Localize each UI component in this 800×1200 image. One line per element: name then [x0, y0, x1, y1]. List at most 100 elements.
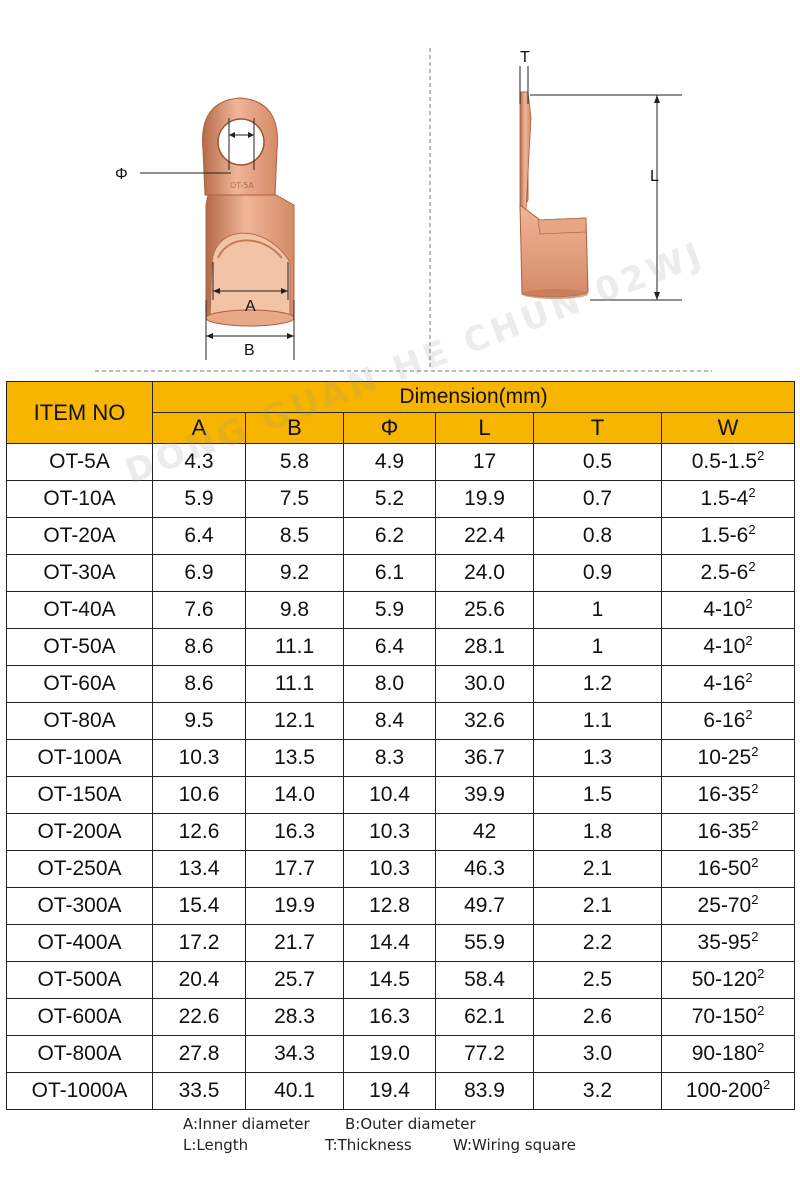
phi-cell: 8.0: [343, 665, 436, 703]
b-cell: 25.7: [245, 961, 344, 999]
w-exponent: 2: [751, 818, 759, 833]
l-cell: 83.9: [435, 1072, 534, 1110]
w-exponent: 2: [745, 633, 753, 648]
w-cell: 6-162: [660, 702, 796, 740]
t-cell: 2.6: [533, 998, 662, 1036]
l-cell: 32.6: [435, 702, 534, 740]
w-range: 16-35: [697, 783, 752, 806]
l-cell: 77.2: [435, 1035, 534, 1073]
a-dimension: A: [212, 262, 289, 315]
a-cell: 20.4: [152, 961, 246, 999]
table-row: OT-10A 5.9 7.5 5.2 19.9 0.7 1.5-42: [6, 480, 796, 518]
item-cell: OT-600A: [6, 998, 153, 1036]
b-cell: 9.2: [245, 554, 344, 592]
l-cell: 25.6: [435, 591, 534, 629]
item-cell: OT-20A: [6, 517, 153, 555]
w-exponent: 2: [748, 559, 756, 574]
w-range: 1.5-6: [700, 524, 749, 547]
w-cell: 100-2002: [660, 1072, 796, 1110]
b-cell: 19.9: [245, 887, 344, 925]
table-row: OT-600A 22.6 28.3 16.3 62.1 2.6 70-1502: [6, 998, 796, 1036]
w-range: 6-16: [703, 709, 746, 732]
legend-outer-diameter: B:Outer diameter: [345, 1115, 476, 1133]
t-cell: 1.8: [533, 813, 662, 851]
w-cell: 2.5-62: [660, 554, 796, 592]
column-header-t: T: [533, 412, 662, 444]
b-cell: 5.8: [245, 443, 344, 481]
w-cell: 70-1502: [660, 998, 796, 1036]
item-cell: OT-300A: [6, 887, 153, 925]
a-cell: 7.6: [152, 591, 246, 629]
l-cell: 22.4: [435, 517, 534, 555]
table-row: OT-5A 4.3 5.8 4.9 17 0.5 0.5-1.52: [6, 443, 796, 481]
t-cell: 3.2: [533, 1072, 662, 1110]
w-cell: 35-952: [660, 924, 796, 962]
t-label: T: [520, 49, 530, 66]
l-cell: 24.0: [435, 554, 534, 592]
t-cell: 1.5: [533, 776, 662, 814]
t-cell: 1: [533, 591, 662, 629]
l-cell: 28.1: [435, 628, 534, 666]
item-no-header: ITEM NO: [6, 381, 153, 444]
legend-thickness: T:Thickness: [325, 1136, 412, 1154]
w-cell: 50-1202: [660, 961, 796, 999]
w-exponent: 2: [745, 670, 753, 685]
t-cell: 2.2: [533, 924, 662, 962]
a-cell: 8.6: [152, 628, 246, 666]
item-cell: OT-5A: [6, 443, 153, 481]
w-range: 2.5-6: [700, 561, 749, 584]
w-exponent: 2: [745, 596, 753, 611]
l-cell: 19.9: [435, 480, 534, 518]
w-range: 50-120: [691, 968, 758, 991]
w-range: 16-35: [697, 820, 752, 843]
table-row: OT-150A 10.6 14.0 10.4 39.9 1.5 16-352: [6, 776, 796, 814]
legend-length: L:Length: [183, 1136, 249, 1154]
b-cell: 16.3: [245, 813, 344, 851]
phi-cell: 6.1: [343, 554, 436, 592]
phi-cell: 16.3: [343, 998, 436, 1036]
phi-cell: 5.9: [343, 591, 436, 629]
l-cell: 62.1: [435, 998, 534, 1036]
front-view-lug: OT-5A: [201, 97, 295, 327]
t-cell: 1: [533, 628, 662, 666]
item-cell: OT-1000A: [6, 1072, 153, 1110]
table-row: OT-20A 6.4 8.5 6.2 22.4 0.8 1.5-62: [6, 517, 796, 555]
w-range: 0.5-1.5: [691, 450, 758, 473]
w-cell: 25-702: [660, 887, 796, 925]
w-exponent: 2: [762, 1077, 771, 1092]
b-cell: 14.0: [245, 776, 344, 814]
side-view-lug: [519, 91, 589, 299]
w-cell: 10-252: [660, 739, 796, 777]
b-cell: 7.5: [245, 480, 344, 518]
table-row: OT-80A 9.5 12.1 8.4 32.6 1.1 6-162: [6, 702, 796, 740]
column-header-a: A: [152, 412, 246, 444]
t-cell: 1.1: [533, 702, 662, 740]
phi-cell: 10.3: [343, 813, 436, 851]
item-cell: OT-500A: [6, 961, 153, 999]
a-cell: 17.2: [152, 924, 246, 962]
b-cell: 8.5: [245, 517, 344, 555]
w-cell: 4-102: [660, 628, 796, 666]
w-range: 25-70: [697, 894, 752, 917]
table-row: OT-1000A 33.5 40.1 19.4 83.9 3.2 100-2002: [6, 1072, 796, 1110]
w-exponent: 2: [751, 892, 759, 907]
t-cell: 0.9: [533, 554, 662, 592]
b-dimension: B: [205, 300, 295, 360]
w-cell: 90-1802: [660, 1035, 796, 1073]
item-cell: OT-800A: [6, 1035, 153, 1073]
b-cell: 13.5: [245, 739, 344, 777]
phi-cell: 12.8: [343, 887, 436, 925]
legend: A:Inner diameter B:Outer diameter L:Lengt…: [183, 1114, 576, 1156]
b-cell: 28.3: [245, 998, 344, 1036]
t-cell: 1.2: [533, 665, 662, 703]
w-exponent: 2: [748, 485, 756, 500]
phi-cell: 14.5: [343, 961, 436, 999]
item-cell: OT-40A: [6, 591, 153, 629]
t-cell: 1.3: [533, 739, 662, 777]
w-range: 10-25: [697, 746, 752, 769]
b-cell: 21.7: [245, 924, 344, 962]
b-cell: 34.3: [245, 1035, 344, 1073]
item-cell: OT-10A: [6, 480, 153, 518]
w-cell: 0.5-1.52: [660, 443, 796, 481]
w-exponent: 2: [757, 1040, 765, 1055]
